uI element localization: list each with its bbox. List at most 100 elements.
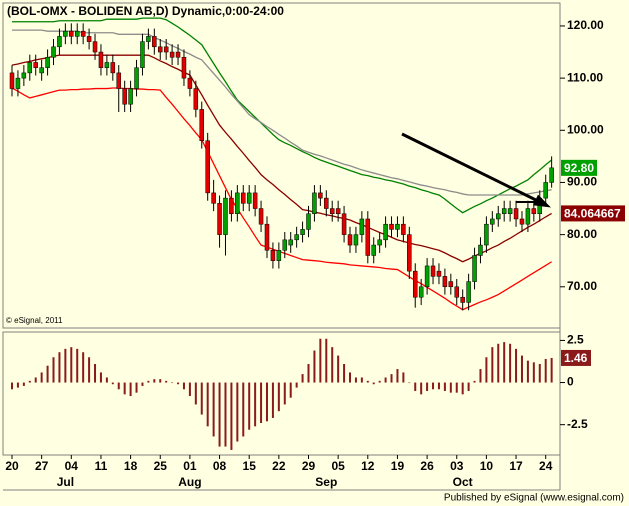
candle-body — [21, 72, 27, 79]
band-line — [12, 17, 553, 214]
oscillator-bar — [473, 380, 476, 383]
marks: 120.00 110.00 100.00 90.00 80.00 70.00 2.5 0 -2.… — [5, 17, 625, 489]
oscillator-bar — [426, 382, 429, 391]
candle-body — [152, 36, 157, 48]
oscillator-bar — [76, 348, 79, 383]
candle-body — [294, 234, 299, 241]
band-line — [12, 29, 552, 196]
last-close-label-box — [561, 159, 597, 176]
candle-body — [507, 208, 513, 215]
oscillator-bar — [129, 382, 132, 397]
candle-body — [389, 223, 394, 230]
candle-body — [252, 192, 258, 209]
candle-body — [27, 62, 33, 74]
candle-body — [478, 244, 483, 256]
y-tick-label: 90.00 — [567, 175, 597, 189]
candle-body — [543, 182, 548, 199]
chart-title: (BOL-OMX - BOLIDEN AB,D) Dynamic,0:00-24… — [7, 4, 284, 18]
candle-body — [276, 250, 282, 261]
oscillator-bar — [260, 382, 263, 423]
oscillator-bar — [384, 377, 387, 383]
oscillator-bar — [544, 358, 547, 383]
oscillator-bar — [372, 382, 375, 385]
oscillator-bar — [378, 380, 381, 383]
y2-tick-label: 2.5 — [567, 333, 584, 347]
oscillator-bar — [343, 364, 346, 383]
candle-body — [454, 286, 459, 298]
candle-body — [347, 234, 353, 246]
candle-body — [329, 208, 335, 215]
candle-body — [80, 30, 86, 37]
oscillator-bar — [408, 382, 411, 384]
arrow-head — [533, 194, 551, 208]
oscillator-bar — [437, 382, 440, 390]
oscillator-bar — [313, 350, 316, 383]
candle-body — [175, 51, 181, 58]
x-tick-label: 08 — [213, 459, 227, 473]
candle-body — [395, 223, 400, 230]
oscillator-bar — [337, 355, 340, 383]
oscillator-bar — [224, 382, 227, 447]
oscillator-bar — [360, 377, 363, 383]
oscillator-bar — [206, 382, 209, 427]
oscillator-bar — [289, 382, 292, 398]
oscillator-bar — [242, 382, 245, 437]
y-tick-label: 80.00 — [567, 227, 597, 241]
candle-body — [57, 36, 62, 48]
candle-body — [288, 239, 293, 246]
oscillator-bar — [349, 372, 352, 383]
candle-body — [407, 234, 412, 272]
oscillator-panel — [2, 331, 561, 456]
oscillator-bar — [22, 382, 25, 386]
candle-body — [110, 62, 116, 74]
oscillator-bar — [218, 382, 221, 447]
oscillator-bar — [177, 382, 180, 385]
oscillator-bar — [455, 382, 458, 393]
candle-body — [187, 77, 193, 89]
oscillator-bar — [390, 374, 393, 383]
candle-body — [300, 229, 305, 235]
oscillator-bar — [200, 382, 203, 415]
oscillator-bar — [230, 382, 233, 450]
candle-body — [128, 88, 133, 105]
candle-body — [270, 250, 276, 261]
candle-body — [371, 244, 376, 256]
month-label: Sep — [315, 475, 337, 489]
oscillator-bar — [538, 364, 541, 383]
month-label: Aug — [178, 475, 201, 489]
candle-body — [134, 67, 139, 89]
oscillator-bar — [40, 372, 43, 383]
oscillator-bar — [194, 382, 197, 405]
oscillator-bar — [515, 348, 518, 383]
candle-body — [15, 77, 21, 89]
candle-body — [116, 72, 121, 89]
oscillator-bar — [94, 364, 97, 383]
candle-body — [383, 223, 388, 241]
oscillator-bar — [46, 365, 49, 383]
candle-body — [324, 197, 329, 209]
oscillator-bar — [135, 382, 138, 393]
oscillator-bar — [265, 382, 268, 422]
candle-body — [146, 36, 151, 42]
y-tick-label: 100.00 — [567, 122, 604, 136]
oscillator-bar — [70, 347, 73, 383]
candle-body — [229, 197, 234, 215]
x-tick-label: 01 — [183, 459, 197, 473]
oscillator-bar — [283, 382, 286, 405]
candle-body — [359, 218, 365, 235]
oscillator-bar — [532, 362, 535, 383]
oscillator-bar — [497, 343, 500, 383]
candle-body — [513, 208, 519, 220]
oscillator-bar — [491, 347, 494, 383]
candle-body — [418, 286, 424, 298]
x-tick-label: 12 — [361, 459, 375, 473]
y2-tick-label: -2.5 — [567, 417, 588, 431]
oscillator-bar — [449, 382, 452, 393]
candle-body — [199, 109, 205, 141]
candle-body — [377, 239, 382, 246]
candle-body — [448, 281, 454, 288]
candle-body — [158, 46, 163, 53]
oscillator-bar — [485, 357, 488, 383]
candle-body — [484, 223, 489, 246]
